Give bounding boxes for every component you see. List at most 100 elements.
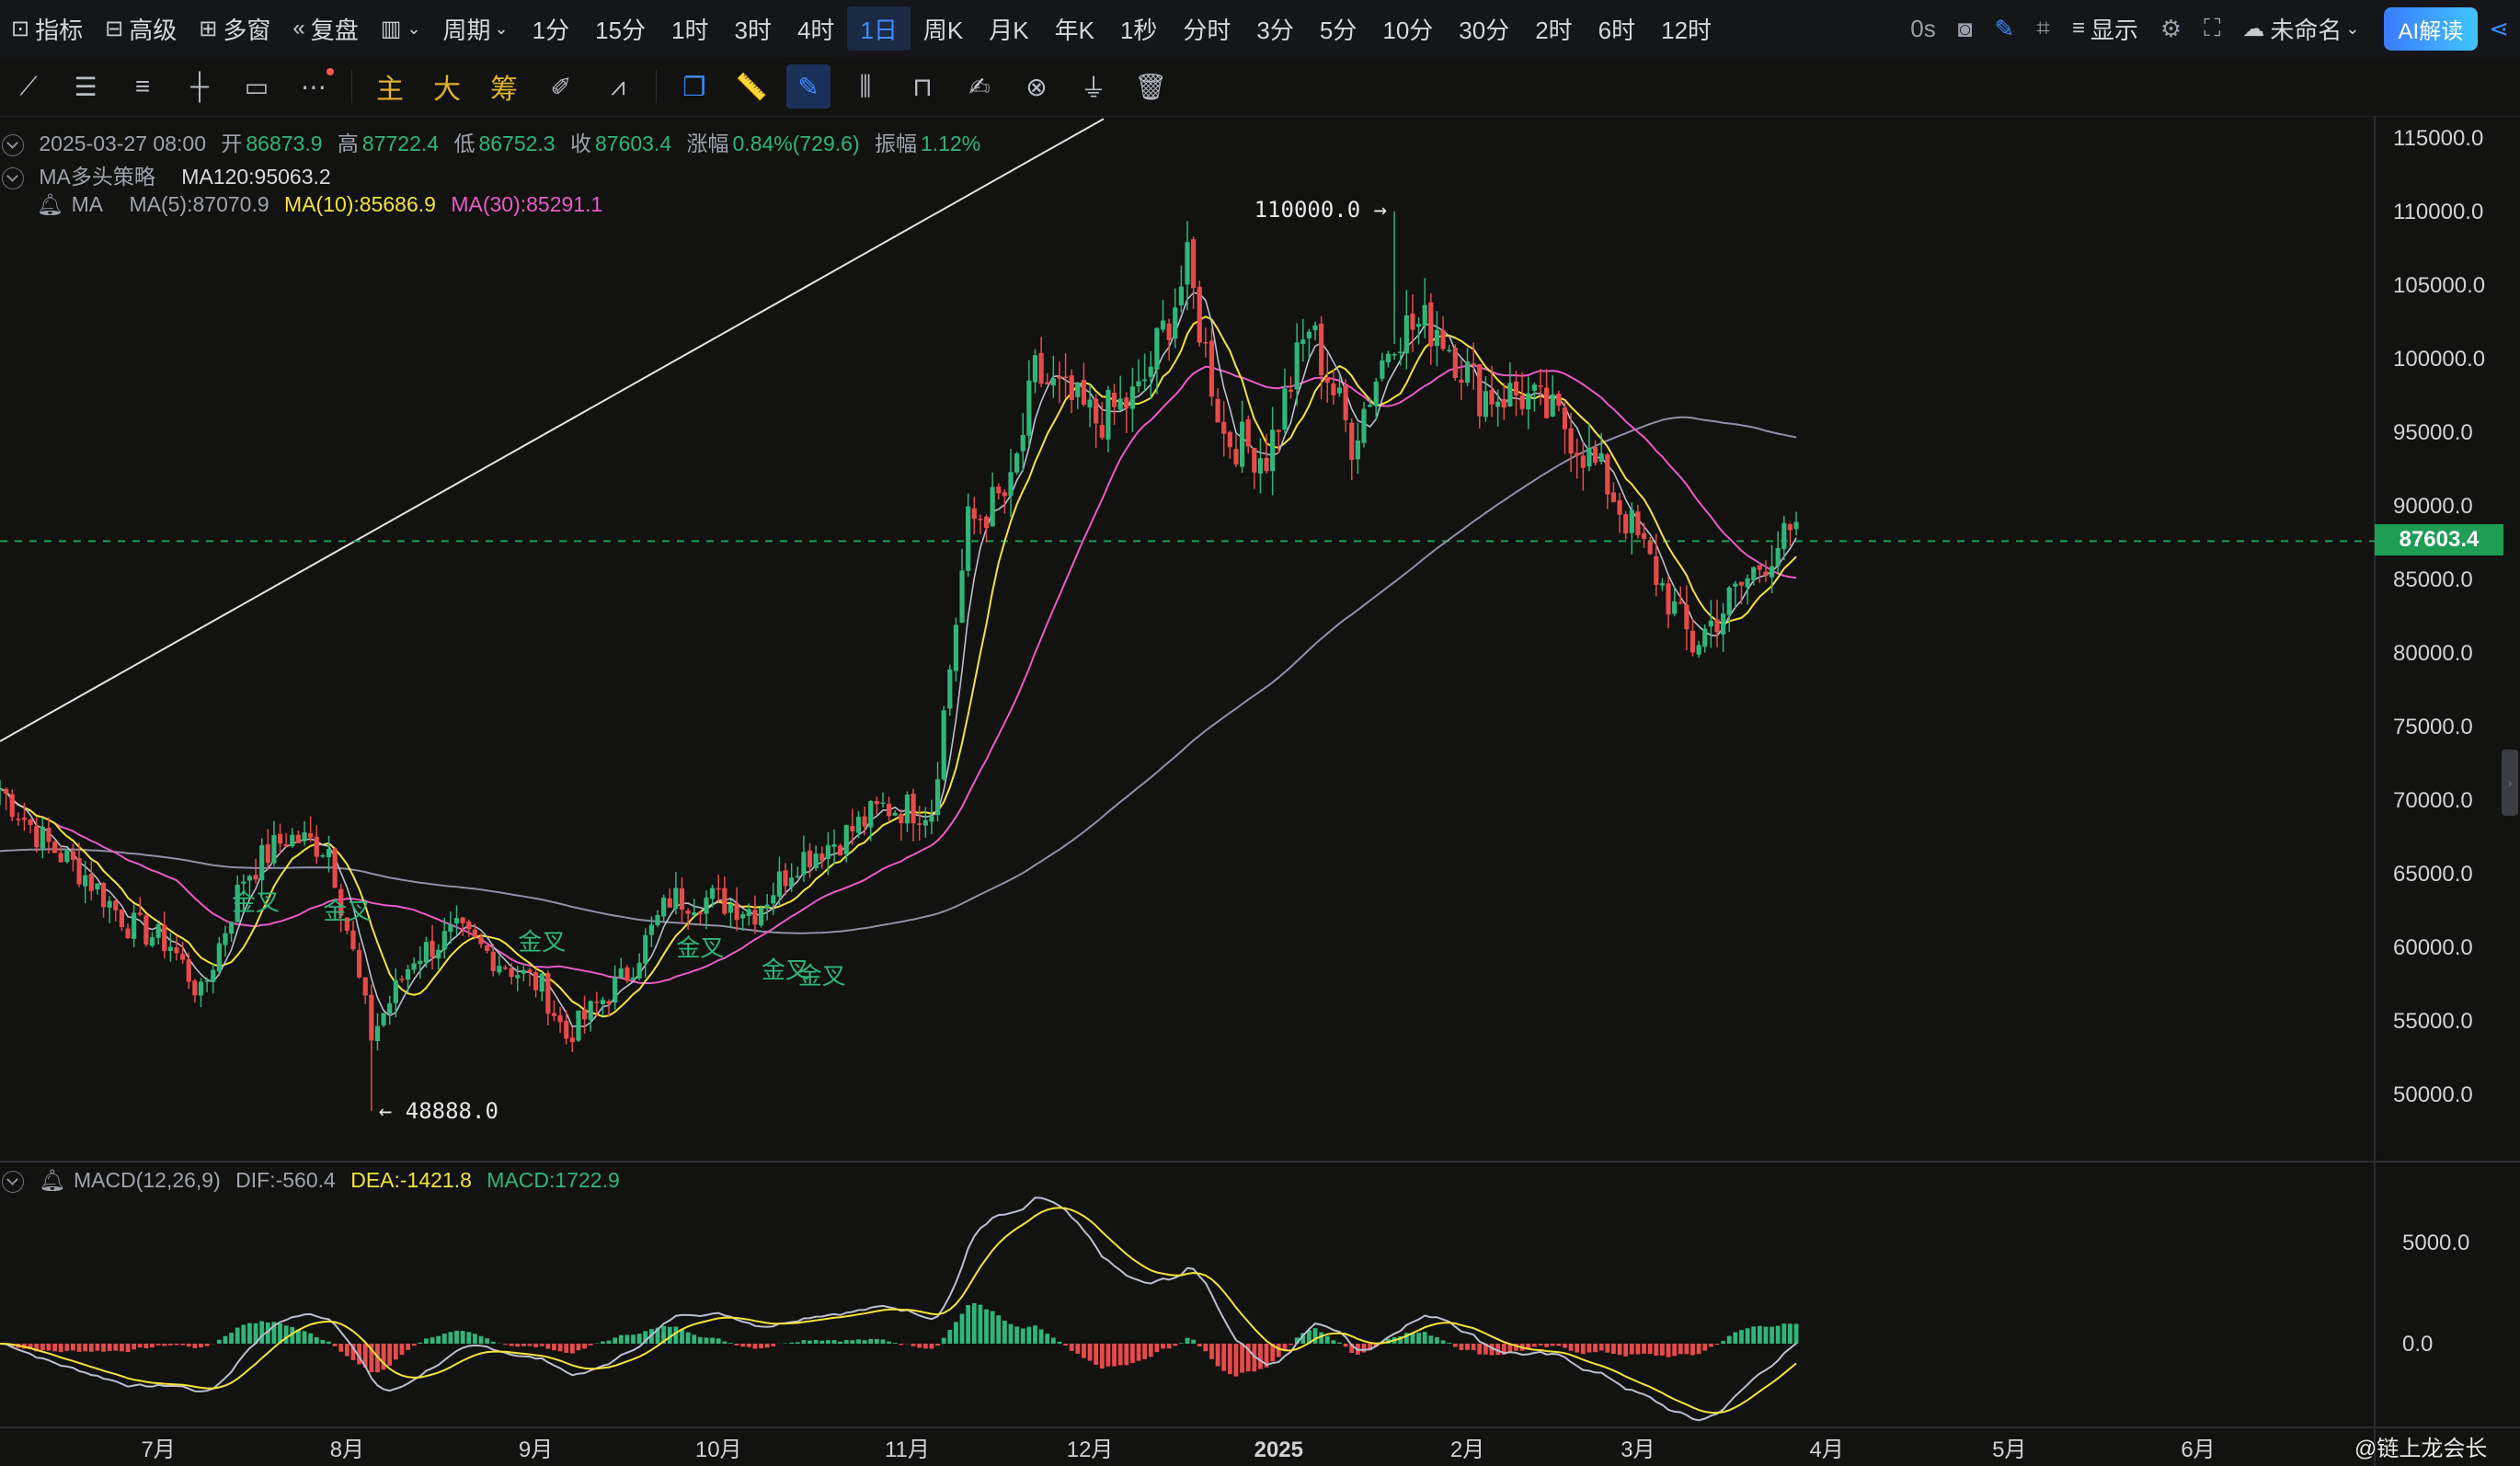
period-0[interactable]: 1分 bbox=[532, 16, 570, 44]
candle-body bbox=[362, 977, 368, 996]
macd-bar bbox=[850, 1340, 855, 1344]
period-7[interactable]: 月K bbox=[989, 16, 1029, 44]
candle-body bbox=[149, 937, 155, 946]
chart-canvas[interactable]: 115000.0 110000.0 105000.0 100000.0 95000.0 9… bbox=[0, 116, 2520, 1466]
golden-cross-label: 金叉 bbox=[676, 935, 724, 963]
macd-bar bbox=[1666, 1344, 1671, 1357]
collapse-icon[interactable] bbox=[2, 133, 24, 156]
macd-bar bbox=[1483, 1344, 1488, 1355]
trend-line-icon[interactable]: ⟋ bbox=[19, 71, 38, 100]
filter-icon[interactable]: ⏚ bbox=[1080, 74, 1106, 102]
bell-icon[interactable]: 🔔︎ bbox=[37, 192, 64, 216]
ai-interpret-button[interactable]: AI解读 bbox=[2383, 6, 2479, 51]
edit-drawing-icon[interactable]: ✐ bbox=[550, 72, 572, 101]
camera-icon[interactable]: ◙ bbox=[1957, 14, 1973, 42]
draw-mode-icon[interactable]: ✎ bbox=[786, 64, 830, 109]
pen-icon[interactable]: ✎ bbox=[1994, 14, 2015, 42]
grid-icon: ⊞ bbox=[199, 16, 218, 41]
low-label: 低 bbox=[453, 132, 475, 155]
period-9[interactable]: 1秒 bbox=[1119, 16, 1158, 44]
lock-icon[interactable]: ⊓ bbox=[912, 72, 933, 101]
period-14[interactable]: 30分 bbox=[1459, 16, 1510, 44]
magnet-icon[interactable]: ⊗ bbox=[1025, 72, 1048, 101]
trash-icon[interactable]: 🗑 bbox=[1134, 72, 1167, 101]
period-5[interactable]: 1日 bbox=[847, 6, 911, 51]
candle-type-icon: ▥ bbox=[380, 16, 402, 41]
candle-body bbox=[399, 979, 405, 980]
indicators-button[interactable]: ⊡ 指标 bbox=[0, 6, 94, 51]
rectangle-icon[interactable]: ▭ bbox=[244, 72, 269, 101]
chips-indicator-button[interactable]: 筹 bbox=[490, 74, 518, 105]
parallel-lines-icon[interactable]: ☰ bbox=[74, 72, 97, 101]
candle-body bbox=[381, 1013, 386, 1025]
period-15[interactable]: 2时 bbox=[1535, 16, 1573, 44]
more-tools-icon[interactable]: ⋯ bbox=[292, 64, 336, 109]
period-dropdown[interactable]: 周期 ⌄ bbox=[432, 6, 520, 51]
big-indicator-button[interactable]: 大 bbox=[433, 74, 461, 105]
candle-body bbox=[314, 836, 319, 857]
note-icon[interactable]: ✍ bbox=[968, 72, 991, 101]
period-10[interactable]: 分时 bbox=[1183, 16, 1231, 44]
settings-icon[interactable]: ⚙ bbox=[2159, 14, 2182, 42]
time-tick-label: 9月 bbox=[519, 1437, 553, 1462]
macd-bar bbox=[759, 1344, 763, 1348]
macd-bar bbox=[911, 1344, 916, 1346]
period-8[interactable]: 年K bbox=[1054, 16, 1094, 44]
macd-bar bbox=[1203, 1344, 1208, 1352]
candle-body bbox=[1380, 360, 1385, 379]
rewind-icon: « bbox=[292, 16, 305, 40]
advanced-button[interactable]: ⊟ 高级 bbox=[94, 6, 188, 51]
period-1[interactable]: 15分 bbox=[595, 16, 647, 44]
candle-body bbox=[917, 823, 922, 825]
strategy-name: MA多头策略 bbox=[39, 165, 155, 189]
share-icon[interactable]: ⋖ bbox=[2489, 14, 2509, 42]
macd-bar bbox=[216, 1339, 222, 1344]
macd-bar bbox=[71, 1344, 75, 1351]
candle-body bbox=[1221, 421, 1227, 434]
display-button[interactable]: ≡ 显示 bbox=[2061, 6, 2149, 51]
ruler-icon[interactable]: 📏 bbox=[735, 72, 768, 101]
macd-bar bbox=[1154, 1344, 1160, 1353]
period-4[interactable]: 4时 bbox=[796, 16, 835, 44]
fullscreen-icon[interactable]: ⛶ bbox=[2204, 14, 2221, 41]
period-2[interactable]: 1时 bbox=[671, 16, 709, 44]
period-16[interactable]: 6时 bbox=[1598, 16, 1636, 44]
candle-body bbox=[1129, 386, 1136, 409]
replay-button[interactable]: « 复盘 bbox=[281, 6, 369, 51]
horizontal-lines-icon[interactable]: ≡ bbox=[134, 72, 151, 100]
period-12[interactable]: 5分 bbox=[1319, 16, 1357, 44]
trendline-drawing[interactable] bbox=[0, 118, 1105, 742]
collapse-icon[interactable] bbox=[2, 1170, 24, 1193]
candle-body bbox=[320, 854, 326, 857]
horizontal-ray-icon[interactable]: ┼ bbox=[190, 72, 209, 100]
screenshot-icon[interactable]: ⌗ bbox=[2036, 14, 2050, 41]
candle-body bbox=[966, 506, 971, 571]
period-11[interactable]: 3分 bbox=[1256, 16, 1294, 44]
panel-collapse-handle[interactable]: › bbox=[2502, 750, 2518, 816]
copy-icon[interactable]: ❐ bbox=[682, 72, 706, 101]
period-17[interactable]: 12时 bbox=[1661, 16, 1712, 44]
main-indicator-button[interactable]: 主 bbox=[376, 74, 404, 105]
period-3[interactable]: 3时 bbox=[734, 16, 772, 44]
macd-legend: 🔔︎ MACD(12,26,9) DIF:-560.4 DEA:-1421.8 … bbox=[2, 1168, 629, 1193]
layout-dropdown[interactable]: ☁ 未命名 ⌄ bbox=[2231, 6, 2370, 51]
compare-icon[interactable]: ⫼ bbox=[859, 71, 872, 100]
multi-window-button[interactable]: ⊞ 多窗 bbox=[188, 6, 281, 51]
candle-body bbox=[1324, 376, 1330, 384]
collapse-icon[interactable] bbox=[2, 166, 24, 189]
candle-body bbox=[727, 903, 734, 913]
chart-type-dropdown[interactable]: ▥ ⌄ bbox=[370, 6, 432, 51]
candle-body bbox=[393, 979, 398, 1003]
candle-body bbox=[941, 710, 946, 780]
period-13[interactable]: 10分 bbox=[1382, 16, 1434, 44]
macd-bar bbox=[533, 1344, 539, 1347]
candle-body bbox=[1586, 447, 1592, 467]
period-6[interactable]: 周K bbox=[922, 16, 964, 44]
time-tick-label: 10月 bbox=[695, 1437, 742, 1462]
bell-icon[interactable]: 🔔︎ bbox=[39, 1168, 66, 1192]
candle-body bbox=[253, 875, 258, 880]
macd-bar bbox=[1050, 1337, 1056, 1344]
measure-icon[interactable]: ⩘ bbox=[611, 71, 625, 100]
candle-body bbox=[52, 842, 58, 853]
ma-label: MA bbox=[71, 192, 104, 216]
